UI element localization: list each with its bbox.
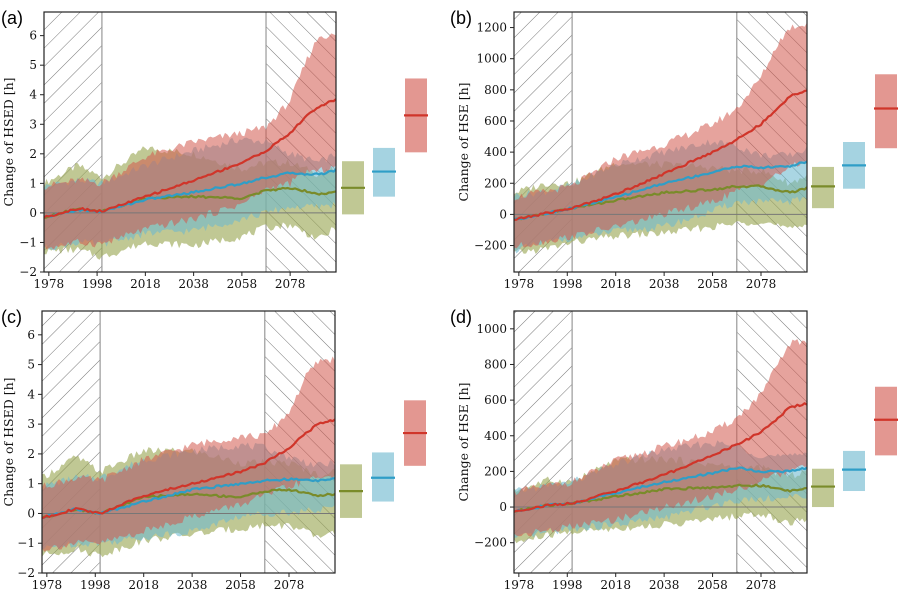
y-tick-label: 3 <box>29 117 37 131</box>
y-tick-label: 800 <box>484 83 507 97</box>
panel-b: (b) Change of HSE [h] 1978 1998 2018 2038 20… <box>450 8 898 291</box>
x-tick-label: 2058 <box>697 578 728 589</box>
x-tick-label: 2018 <box>128 578 159 589</box>
plot-area <box>514 311 807 573</box>
x-tick-label: 2058 <box>227 277 258 291</box>
x-tick-label: 1978 <box>32 578 63 589</box>
panel-d: (d) Change of HSE [h] 1978 1998 2018 2038 20… <box>450 307 898 589</box>
y-tick-label: 800 <box>484 357 507 371</box>
x-tick-label: 1998 <box>80 578 111 589</box>
x-tick-label: 2018 <box>130 277 161 291</box>
summary-box-low <box>812 166 834 209</box>
axes-frame <box>513 310 808 574</box>
x-tick-label: 1978 <box>504 578 535 589</box>
band-high <box>42 356 335 552</box>
band-high <box>514 22 807 249</box>
y-tick-label: 1200 <box>476 21 507 35</box>
y-tick-label: 2 <box>27 447 35 461</box>
mean-line-high <box>42 418 335 520</box>
summary-box-high <box>875 74 897 149</box>
y-axis-label: Change of HSE [h] <box>456 83 471 202</box>
band-high <box>44 33 336 250</box>
y-tick-label: 0 <box>499 500 507 514</box>
y-tick-label: 4 <box>27 387 35 401</box>
x-tick-label: 1998 <box>82 277 113 291</box>
mean-line-high <box>514 402 807 513</box>
y-tick-label: 2 <box>29 147 37 161</box>
x-tick-label: 2038 <box>178 277 209 291</box>
panel-a: (a) Change of HSED [h] 1978 1998 2018 2038 2… <box>1 8 428 291</box>
mean-line-high <box>514 89 807 221</box>
y-tick-label: −200 <box>474 239 507 253</box>
panel-label: (b) <box>450 8 472 28</box>
x-tick-label: 2018 <box>600 277 631 291</box>
mean-line-high <box>44 98 336 219</box>
y-tick-label: 400 <box>484 429 507 443</box>
summary-box-high <box>875 386 897 456</box>
x-tick-label: 1978 <box>504 277 535 291</box>
y-tick-label: 5 <box>29 58 37 72</box>
y-tick-label: 1000 <box>476 322 507 336</box>
y-tick-label: 6 <box>27 328 35 342</box>
panel-c: (c) Change of HSED [h] 1978 1998 2018 2038 2… <box>1 307 427 589</box>
x-tick-label: 2038 <box>649 277 680 291</box>
y-tick-label: 5 <box>27 358 35 372</box>
x-tick-label: 2078 <box>274 578 305 589</box>
summary-box-low <box>812 468 834 508</box>
x-tick-label: 2018 <box>600 578 631 589</box>
x-tick-label: 2078 <box>746 277 777 291</box>
summary-box-mid <box>843 450 865 492</box>
y-tick-label: 200 <box>484 464 507 478</box>
x-tick-label: 2078 <box>275 277 306 291</box>
y-tick-label: 0 <box>27 506 35 520</box>
y-axis-label: Change of HSED [h] <box>1 77 16 206</box>
y-tick-label: 200 <box>484 176 507 190</box>
y-tick-label: −2 <box>17 566 35 580</box>
y-tick-label: 600 <box>484 393 507 407</box>
x-tick-label: 2038 <box>177 578 208 589</box>
axes-frame <box>513 11 808 273</box>
x-tick-label: 1998 <box>552 578 583 589</box>
y-tick-label: 4 <box>29 88 37 102</box>
y-tick-label: 0 <box>499 207 507 221</box>
y-tick-label: 1 <box>29 176 37 190</box>
y-tick-label: 1000 <box>476 52 507 66</box>
x-tick-label: 2078 <box>746 578 777 589</box>
axes-frame <box>43 11 337 273</box>
y-axis-label: Change of HSE [h] <box>456 383 471 502</box>
y-tick-label: 400 <box>484 145 507 159</box>
panel-label: (d) <box>450 307 472 327</box>
y-tick-label: −1 <box>19 235 37 249</box>
y-tick-label: 600 <box>484 114 507 128</box>
panel-label: (a) <box>1 8 23 28</box>
y-tick-label: −1 <box>17 536 35 550</box>
x-tick-label: 1978 <box>34 277 65 291</box>
y-tick-label: 6 <box>29 29 37 43</box>
y-tick-label: 3 <box>27 417 35 431</box>
x-tick-label: 2038 <box>649 578 680 589</box>
panel-label: (c) <box>1 307 22 327</box>
x-tick-label: 2058 <box>697 277 728 291</box>
y-tick-label: 1 <box>27 477 35 491</box>
y-tick-label: −200 <box>474 536 507 550</box>
x-tick-label: 1998 <box>552 277 583 291</box>
plot-area <box>514 12 807 272</box>
plot-area <box>44 12 336 272</box>
y-axis-label: Change of HSED [h] <box>1 377 16 506</box>
axes-frame <box>41 310 336 574</box>
x-tick-label: 2058 <box>225 578 256 589</box>
y-tick-label: 0 <box>29 206 37 220</box>
y-tick-label: −2 <box>19 265 37 279</box>
plot-area <box>42 311 335 573</box>
